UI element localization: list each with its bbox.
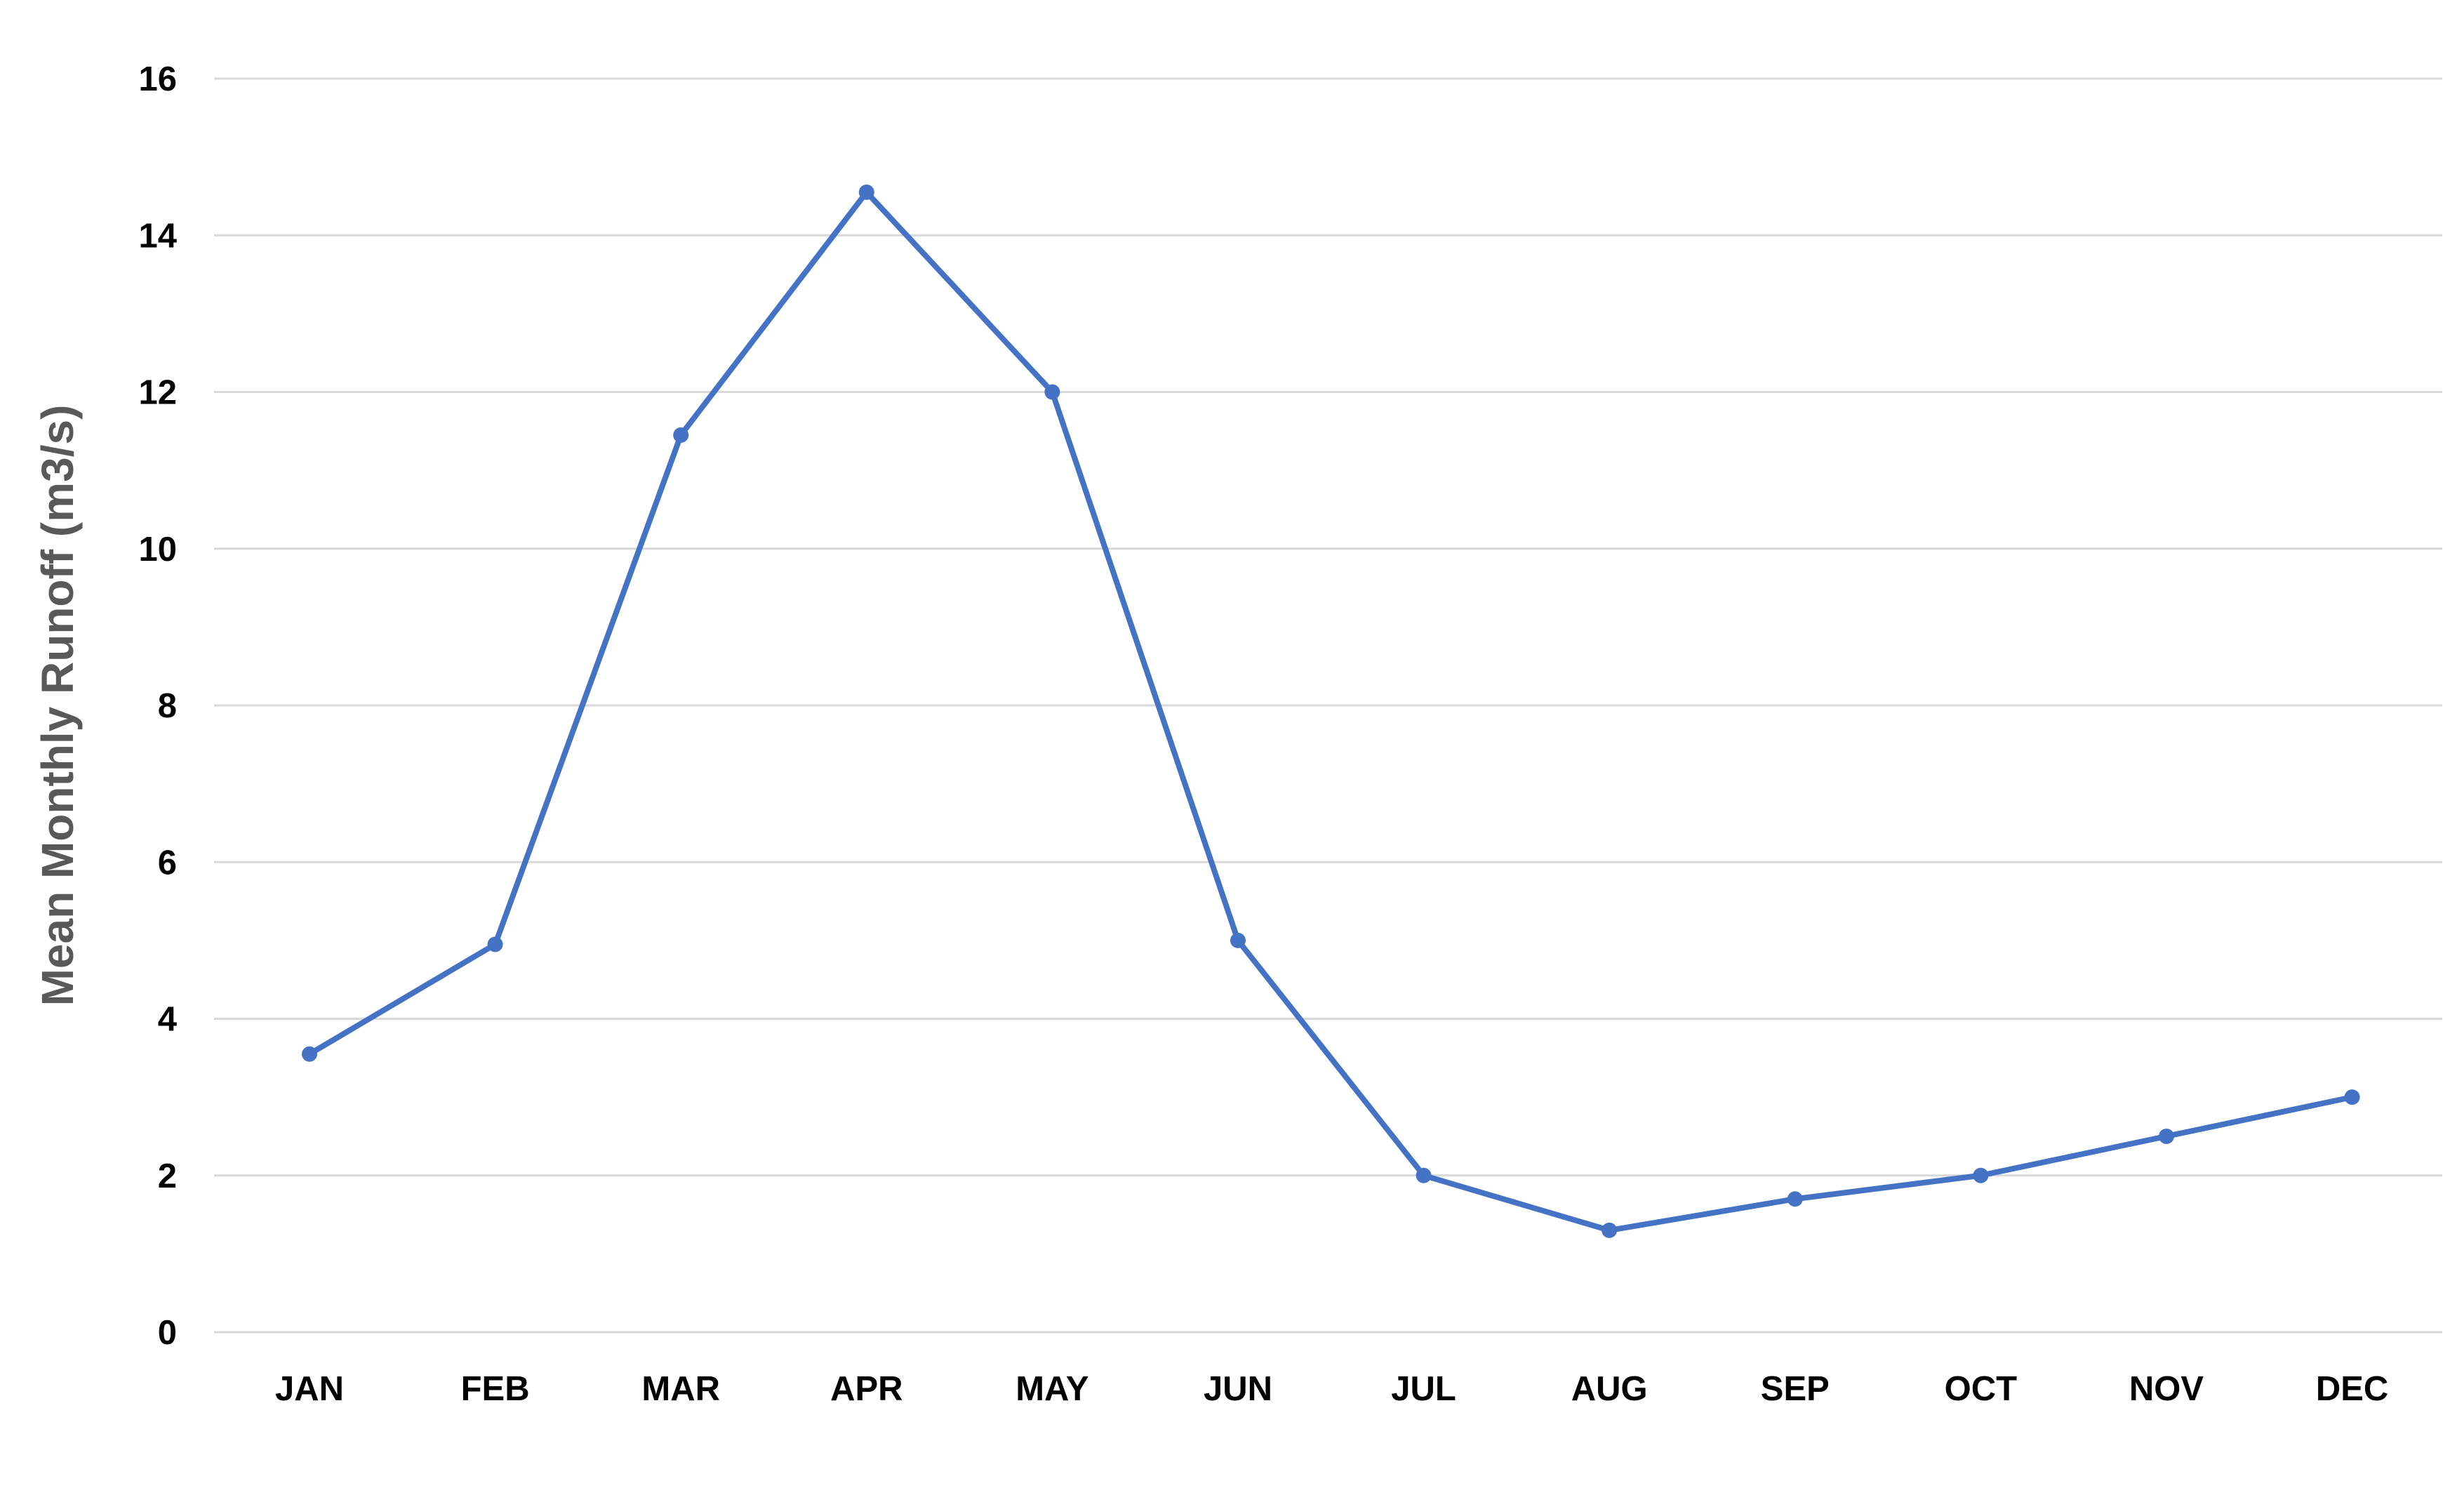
- x-tick-label: AUG: [1571, 1370, 1648, 1408]
- x-tick-label: JUL: [1391, 1370, 1456, 1408]
- data-point-nov: [2159, 1128, 2174, 1144]
- data-point-apr: [858, 184, 874, 200]
- series: [302, 184, 2360, 1238]
- data-point-mar: [673, 427, 689, 443]
- series-line: [307, 189, 2355, 1233]
- x-tick-label: MAY: [1015, 1370, 1088, 1408]
- y-tick-label: 14: [138, 217, 177, 255]
- x-tick-label: JAN: [275, 1370, 344, 1408]
- x-tick-label: JUN: [1204, 1370, 1272, 1408]
- y-axis-title: Mean Monthly Runoff (m3/s): [32, 405, 83, 1006]
- x-tick-label: MAR: [641, 1370, 720, 1408]
- x-tick-label: NOV: [2129, 1370, 2204, 1408]
- data-point-sep: [1787, 1191, 1803, 1207]
- x-tick-label: DEC: [2316, 1370, 2388, 1408]
- data-point-oct: [1973, 1167, 1989, 1183]
- y-tick-label: 8: [158, 687, 177, 725]
- data-point-aug: [1601, 1222, 1618, 1238]
- x-tick-label: OCT: [1945, 1370, 2018, 1408]
- data-point-may: [1044, 384, 1060, 400]
- y-tick-label: 16: [138, 60, 177, 98]
- x-tick-label: FEB: [461, 1370, 530, 1408]
- grid-lines: [214, 77, 2442, 1334]
- y-axis-ticks: 0 2 4 6 8 10 12 14 16: [138, 60, 177, 1352]
- data-point-jan: [302, 1046, 317, 1062]
- y-tick-label: 2: [158, 1157, 177, 1195]
- y-tick-label: 4: [158, 1001, 177, 1039]
- data-point-feb: [487, 936, 503, 952]
- data-point-dec: [2344, 1089, 2360, 1105]
- x-tick-label: SEP: [1761, 1370, 1830, 1408]
- data-point-jul: [1416, 1167, 1432, 1183]
- x-tick-label: APR: [830, 1370, 903, 1408]
- y-tick-label: 6: [158, 844, 177, 882]
- data-point-jun: [1230, 932, 1246, 948]
- y-tick-label: 10: [138, 531, 177, 569]
- y-tick-label: 0: [158, 1314, 177, 1352]
- x-axis-ticks: JAN FEB MAR APR MAY JUN JUL AUG SEP OCT NOV DEC: [275, 1370, 2388, 1408]
- y-tick-label: 12: [138, 374, 177, 412]
